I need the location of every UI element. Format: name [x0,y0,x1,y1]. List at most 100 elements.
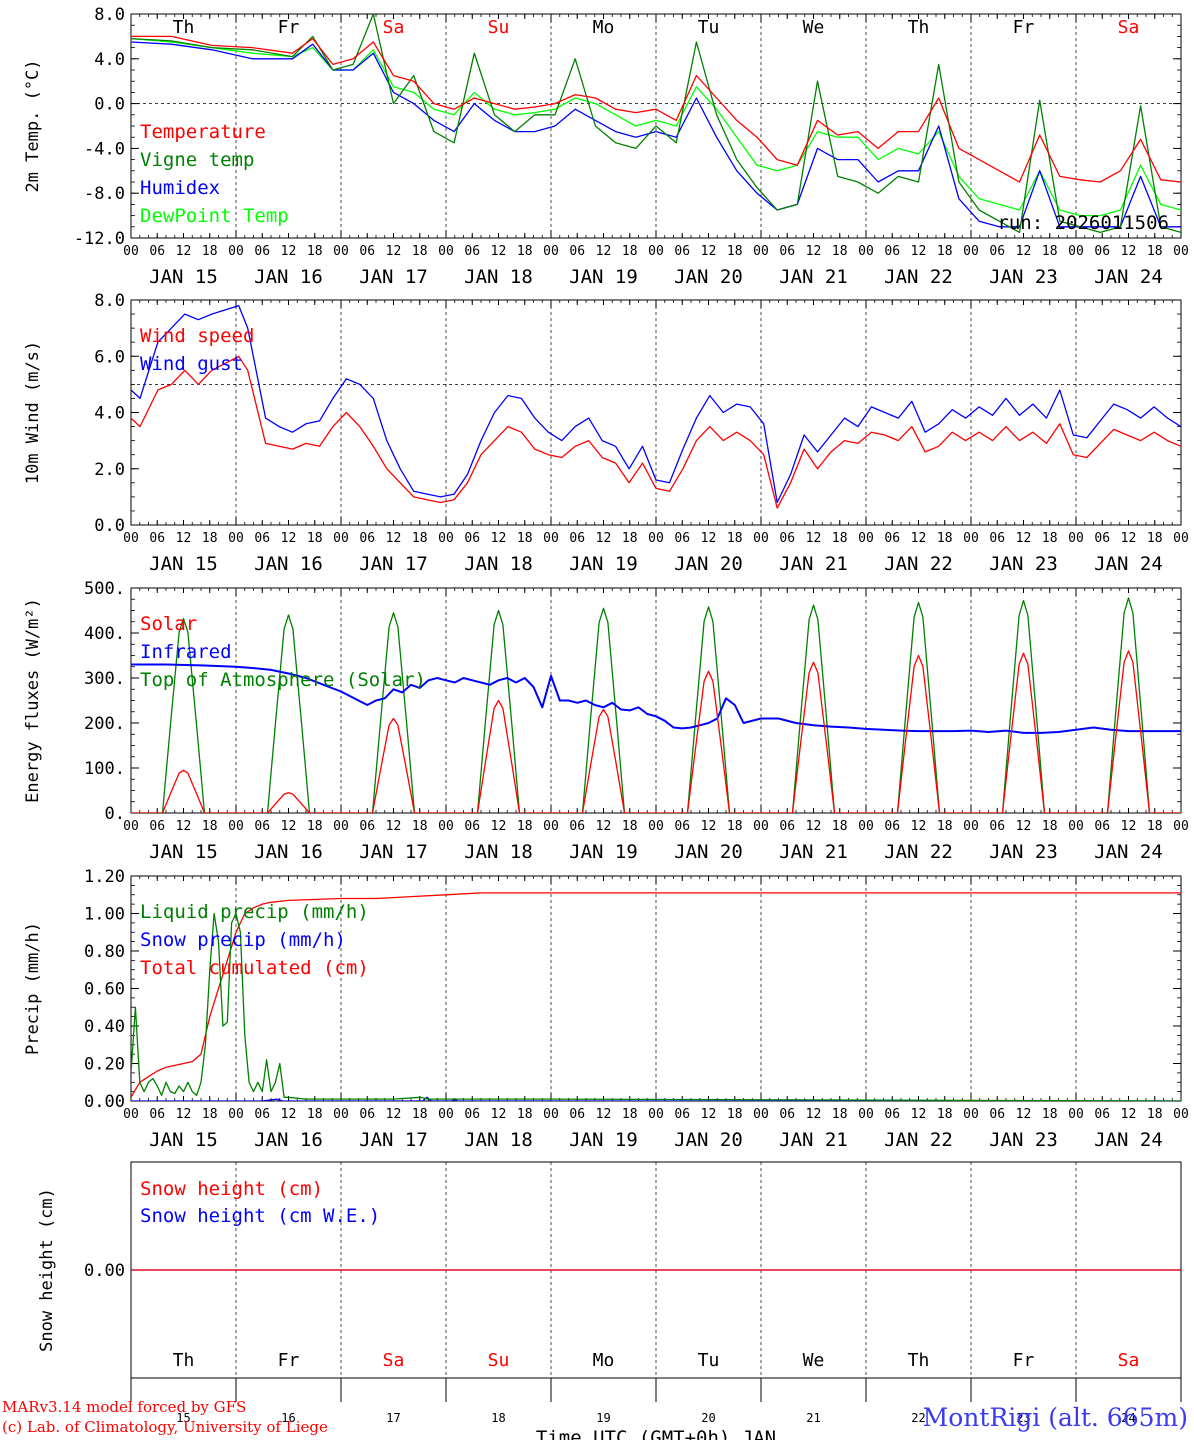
x-tick-label: 00 [123,244,139,259]
x-tick-label: 00 [333,1107,349,1122]
x-date-label: JAN 23 [989,266,1058,288]
y-tick-label: 0.80 [84,942,125,962]
x-date-label: JAN 15 [149,266,218,288]
plot-area [131,304,1181,509]
x-tick-label: 06 [779,244,795,259]
y-tick-label: 0.0 [94,95,125,115]
x-tick-label: 00 [1068,819,1084,834]
weekday-label: Sa [1118,17,1140,38]
x-tick-label: 12 [806,244,822,259]
x-tick-label: 18 [1147,531,1163,546]
legend-entry: Humidex [140,177,220,199]
legend-entry: Top of Atmosphere (Solar) [140,669,426,691]
legend-entry: Temperature [140,121,266,143]
x-tick-label: 12 [281,1107,297,1122]
legend-entry: Snow height (cm W.E.) [140,1205,380,1227]
y-tick-label: 0.00 [84,1092,125,1112]
x-tick-label: 18 [202,1107,218,1122]
weekday-label: Th [173,17,195,38]
x-day-number: 19 [596,1411,610,1425]
x-tick-label: 12 [176,531,192,546]
x-tick-label: 00 [1173,531,1189,546]
x-tick-label: 00 [438,819,454,834]
x-day-number: 18 [491,1411,505,1425]
x-tick-label: 12 [1016,1107,1032,1122]
x-tick-label: 18 [1042,244,1058,259]
x-tick-label: 12 [596,819,612,834]
x-tick-label: 00 [753,531,769,546]
y-tick-label: 400. [84,624,125,644]
x-tick-label: 12 [911,531,927,546]
x-tick-label: 12 [176,1107,192,1122]
weekday-label: Th [908,17,930,38]
weekday-label: Th [908,1350,930,1371]
y-tick-label: 8.0 [94,291,125,311]
x-tick-label: 06 [1094,819,1110,834]
series-line [131,35,1181,183]
series-line [131,663,1181,734]
x-day-number: 21 [806,1411,820,1425]
x-tick-label: 00 [438,531,454,546]
x-date-label: JAN 15 [149,1129,218,1151]
x-tick-label: 18 [832,531,848,546]
y-tick-label: 0.00 [84,1261,125,1281]
x-tick-label: 18 [202,531,218,546]
x-tick-label: 00 [228,1107,244,1122]
x-date-label: JAN 19 [569,266,638,288]
x-tick-label: 12 [596,1107,612,1122]
x-tick-label: 12 [596,531,612,546]
x-tick-label: 18 [727,1107,743,1122]
x-tick-label: 18 [517,244,533,259]
plot-area [131,14,1181,234]
x-tick-label: 18 [307,531,323,546]
x-tick-label: 00 [1173,1107,1189,1122]
x-tick-label: 18 [727,819,743,834]
x-tick-label: 06 [884,531,900,546]
weekday-label: Fr [1013,1350,1035,1371]
y-tick-label: 500. [84,579,125,599]
x-date-label: JAN 16 [254,1129,323,1151]
x-tick-label: 18 [307,1107,323,1122]
weekday-label: We [803,1350,825,1371]
x-tick-label: 12 [596,244,612,259]
x-date-label: JAN 16 [254,841,323,863]
x-tick-label: 00 [648,1107,664,1122]
x-tick-label: 06 [884,819,900,834]
run-label: run: 2026011506 [997,212,1169,234]
y-tick-label: 0.60 [84,980,125,1000]
x-tick-label: 18 [412,531,428,546]
x-tick-label: 00 [333,244,349,259]
x-tick-label: 18 [412,244,428,259]
x-tick-label: 12 [1121,1107,1137,1122]
x-tick-label: 06 [569,244,585,259]
x-tick-label: 18 [622,244,638,259]
x-tick-label: 18 [937,244,953,259]
x-date-label: JAN 18 [464,841,533,863]
panel-energy: 00 06 12 18 00 06 12 18 00 06 12 18 00 06 12 18 00 06 12 18… [23,579,1189,863]
x-date-label: JAN 20 [674,266,743,288]
x-tick-label: 06 [989,531,1005,546]
legend-entry: Total cumulated (cm) [140,957,369,979]
x-tick-label: 00 [123,1107,139,1122]
y-axis-title: 2m Temp. (°C) [23,59,43,192]
x-tick-label: 06 [149,244,165,259]
x-tick-label: 18 [727,531,743,546]
x-tick-label: 12 [386,1107,402,1122]
x-tick-label: 12 [281,531,297,546]
y-tick-label: 6.0 [94,347,125,367]
x-tick-label: 00 [648,244,664,259]
x-tick-label: 06 [254,244,270,259]
x-tick-label: 06 [149,1107,165,1122]
weekday-label: We [803,17,825,38]
x-date-label: JAN 15 [149,841,218,863]
y-tick-label: 0.40 [84,1017,125,1037]
x-tick-label: 00 [438,244,454,259]
x-tick-label: 00 [858,531,874,546]
y-tick-label: 0.0 [94,516,125,536]
weekday-label: Mo [593,17,615,38]
x-tick-label: 18 [1042,819,1058,834]
x-tick-label: 00 [333,819,349,834]
x-tick-label: 00 [228,819,244,834]
x-tick-label: 18 [937,819,953,834]
